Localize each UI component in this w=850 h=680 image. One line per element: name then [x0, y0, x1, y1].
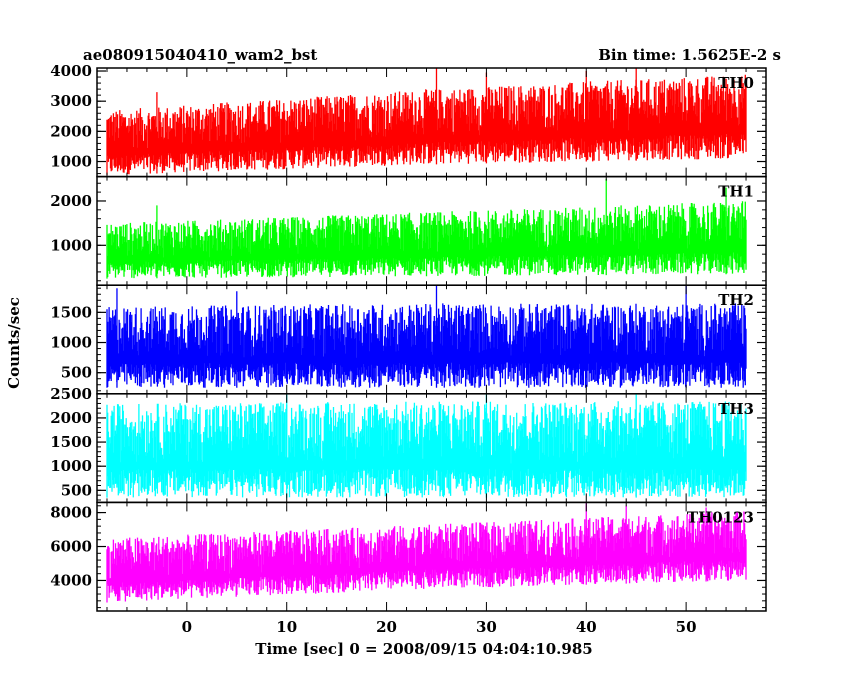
chart-title: ae080915040410_wam2_bst [83, 46, 317, 64]
x-tick-label: 10 [276, 618, 297, 636]
panel-th0: TH0 1000 2000 3000 4000 [50, 62, 767, 178]
panel-label-th0123: TH0123 [687, 508, 754, 526]
panel-label-th0: TH0 [718, 74, 754, 92]
panel-th3: TH3 500 1000 1500 2000 2500 [50, 385, 767, 504]
y-tick-label: 1000 [50, 334, 92, 352]
x-tick-label: 20 [376, 618, 397, 636]
y-tick-label: 500 [61, 364, 92, 382]
y-tick-label: 2500 [50, 385, 92, 403]
series-trace-th2 [106, 303, 747, 388]
y-tick-label: 1000 [50, 153, 92, 171]
y-axis-title: Counts/sec [5, 297, 23, 389]
series-trace-th0 [106, 74, 747, 176]
y-tick-label: 1000 [50, 457, 92, 475]
bin-time-label: Bin time: 1.5625E-2 s [598, 46, 781, 64]
x-tick-label: 40 [576, 618, 597, 636]
y-tick-label: 2000 [50, 192, 92, 210]
x-tick-label: 0 [182, 618, 192, 636]
x-tick-label: 50 [676, 618, 697, 636]
panel-th0123: TH0123 4000 6000 8000 [50, 501, 767, 612]
series-trace-th0123 [106, 511, 747, 603]
y-tick-label: 1000 [50, 236, 92, 254]
panel-th2: TH2 500 1000 1500 [50, 284, 767, 395]
y-tick-label: 8000 [50, 504, 92, 522]
x-axis-title: Time [sec] 0 = 2008/09/15 04:04:10.985 [255, 640, 592, 658]
series-trace-th3 [106, 401, 747, 498]
panel-label-th3: TH3 [718, 400, 754, 418]
panel-frame [96, 501, 767, 612]
y-tick-label: 4000 [50, 62, 92, 80]
y-tick-label: 4000 [50, 571, 92, 589]
y-tick-label: 1500 [50, 303, 92, 321]
y-tick-label: 2000 [50, 409, 92, 427]
panel-label-th2: TH2 [718, 291, 754, 309]
y-tick-label: 500 [61, 481, 92, 499]
y-tick-label: 3000 [50, 92, 92, 110]
x-tick-label: 30 [476, 618, 497, 636]
x-axis: 0 10 20 30 40 50 [182, 618, 697, 636]
y-tick-label: 6000 [50, 538, 92, 556]
series-trace-th1 [106, 201, 747, 279]
y-tick-label: 1500 [50, 433, 92, 451]
y-tick-label: 2000 [50, 122, 92, 140]
panels-group: TH0 1000 2000 3000 4000 TH1 1000 2000 TH2 500 1000… [50, 62, 767, 612]
panel-th1: TH1 1000 2000 [50, 175, 767, 286]
panel-label-th1: TH1 [718, 183, 754, 201]
